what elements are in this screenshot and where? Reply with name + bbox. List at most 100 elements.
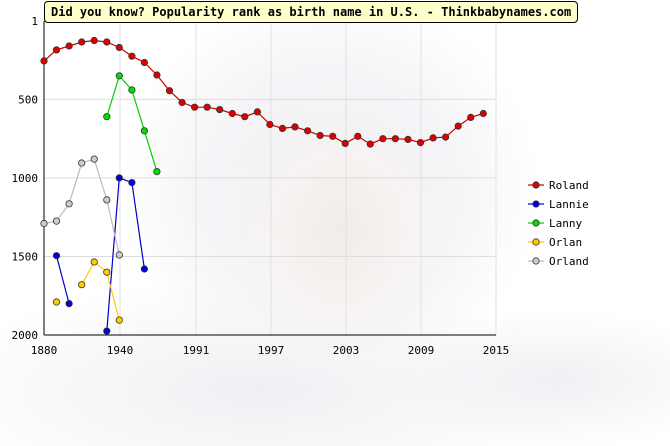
legend: Roland Lannie Lanny Orlan Orland	[528, 179, 589, 268]
legend-label-roland: Roland	[549, 179, 589, 192]
data-point-lanny-3	[140, 127, 148, 135]
legend-marker-orlan	[532, 238, 540, 246]
data-point-roland-25	[354, 132, 362, 140]
data-point-roland-18	[266, 120, 274, 129]
series-line-lannie-0	[55, 255, 70, 304]
data-point-lannie-2	[103, 327, 111, 335]
data-point-roland-1	[52, 46, 61, 54]
legend-marker-lannie	[532, 200, 540, 208]
data-point-roland-6	[115, 43, 123, 52]
data-point-roland-4	[90, 36, 98, 45]
data-point-roland-20	[291, 123, 299, 131]
data-point-roland-15	[228, 109, 236, 118]
chart-title: Did you know? Popularity rank as birth n…	[44, 1, 579, 23]
data-point-roland-11	[178, 98, 186, 107]
legend-marker-lanny	[532, 219, 540, 227]
data-point-lannie-0	[52, 252, 61, 260]
x-axis-ticks: 1880 1940 1991 1997 2003 2009 2015	[31, 344, 510, 357]
data-point-lanny-2	[128, 86, 136, 94]
data-point-roland-2	[65, 42, 73, 50]
data-point-roland-12	[191, 103, 199, 111]
series-line-orlan-1	[81, 261, 120, 321]
data-point-roland-9	[153, 71, 161, 79]
series-line-orland-0	[43, 158, 120, 256]
series-lanny	[103, 72, 161, 176]
y-tick-label-1000: 1000	[12, 172, 39, 185]
data-point-roland-16	[241, 113, 249, 121]
series-orland	[40, 155, 123, 259]
data-point-roland-5	[103, 38, 111, 46]
data-point-roland-14	[216, 106, 224, 114]
data-point-lannie-3	[115, 174, 123, 182]
data-point-orlan-0	[52, 298, 61, 306]
data-point-roland-10	[165, 87, 174, 95]
series-line-roland-0	[43, 39, 484, 145]
axes	[43, 21, 496, 336]
data-point-lanny-4	[153, 168, 161, 176]
data-point-roland-13	[203, 103, 211, 111]
x-tick-label-2015: 2015	[483, 344, 510, 357]
data-point-roland-31	[429, 134, 437, 142]
data-point-roland-17	[253, 108, 261, 116]
data-point-roland-3	[78, 38, 86, 46]
series-orlan	[52, 258, 123, 324]
data-point-roland-7	[128, 52, 136, 60]
data-point-roland-26	[366, 140, 374, 148]
grid-lines	[43, 20, 497, 336]
data-point-lanny-0	[103, 113, 111, 121]
data-point-orlan-2	[90, 258, 98, 266]
x-tick-label-1991: 1991	[183, 344, 210, 357]
data-point-orlan-4	[115, 316, 123, 324]
data-point-roland-34	[467, 113, 475, 122]
y-tick-label-500: 500	[18, 93, 38, 106]
data-point-lannie-1	[65, 299, 73, 308]
data-point-lannie-4	[128, 179, 136, 187]
legend-marker-orland	[532, 257, 540, 265]
x-tick-label-1997: 1997	[258, 344, 285, 357]
data-point-roland-35	[479, 109, 487, 118]
data-point-roland-29	[404, 135, 412, 143]
data-point-orland-4	[90, 155, 98, 163]
data-point-roland-33	[454, 122, 462, 130]
data-point-orlan-3	[103, 268, 111, 276]
legend-label-lannie: Lannie	[549, 198, 589, 211]
y-tick-label-1500: 1500	[12, 250, 39, 263]
data-point-orlan-1	[78, 281, 86, 289]
data-point-orland-6	[115, 251, 123, 259]
data-point-roland-0	[40, 57, 48, 65]
data-point-orland-2	[65, 200, 73, 208]
x-tick-label-1940: 1940	[107, 344, 134, 357]
legend-marker-roland	[532, 181, 540, 189]
data-point-lanny-1	[115, 72, 123, 80]
data-point-roland-23	[329, 132, 337, 140]
series-line-lannie-1	[106, 177, 145, 332]
y-tick-label-2000: 2000	[12, 329, 39, 342]
x-tick-label-2003: 2003	[333, 344, 360, 357]
data-point-lannie-5	[140, 265, 148, 273]
y-tick-label-1: 1	[31, 15, 38, 28]
data-point-roland-24	[341, 139, 349, 147]
series-roland	[40, 36, 487, 148]
data-point-roland-22	[316, 131, 324, 140]
data-point-roland-21	[303, 127, 312, 135]
data-point-orland-0	[40, 219, 48, 228]
legend-label-orland: Orland	[549, 255, 589, 268]
data-point-orland-1	[52, 217, 61, 225]
x-tick-label-1880: 1880	[31, 344, 58, 357]
data-point-roland-30	[416, 139, 425, 147]
data-point-orland-5	[103, 196, 111, 204]
series-lines	[40, 36, 487, 335]
data-point-orland-3	[78, 159, 86, 167]
data-point-roland-27	[379, 135, 387, 143]
data-point-roland-28	[391, 135, 399, 143]
series-lannie	[52, 174, 148, 335]
data-point-roland-32	[441, 133, 450, 141]
legend-label-orlan: Orlan	[549, 236, 582, 249]
x-tick-label-2009: 2009	[408, 344, 435, 357]
data-point-roland-19	[278, 124, 287, 132]
data-point-roland-8	[140, 58, 148, 67]
legend-label-lanny: Lanny	[549, 217, 582, 230]
